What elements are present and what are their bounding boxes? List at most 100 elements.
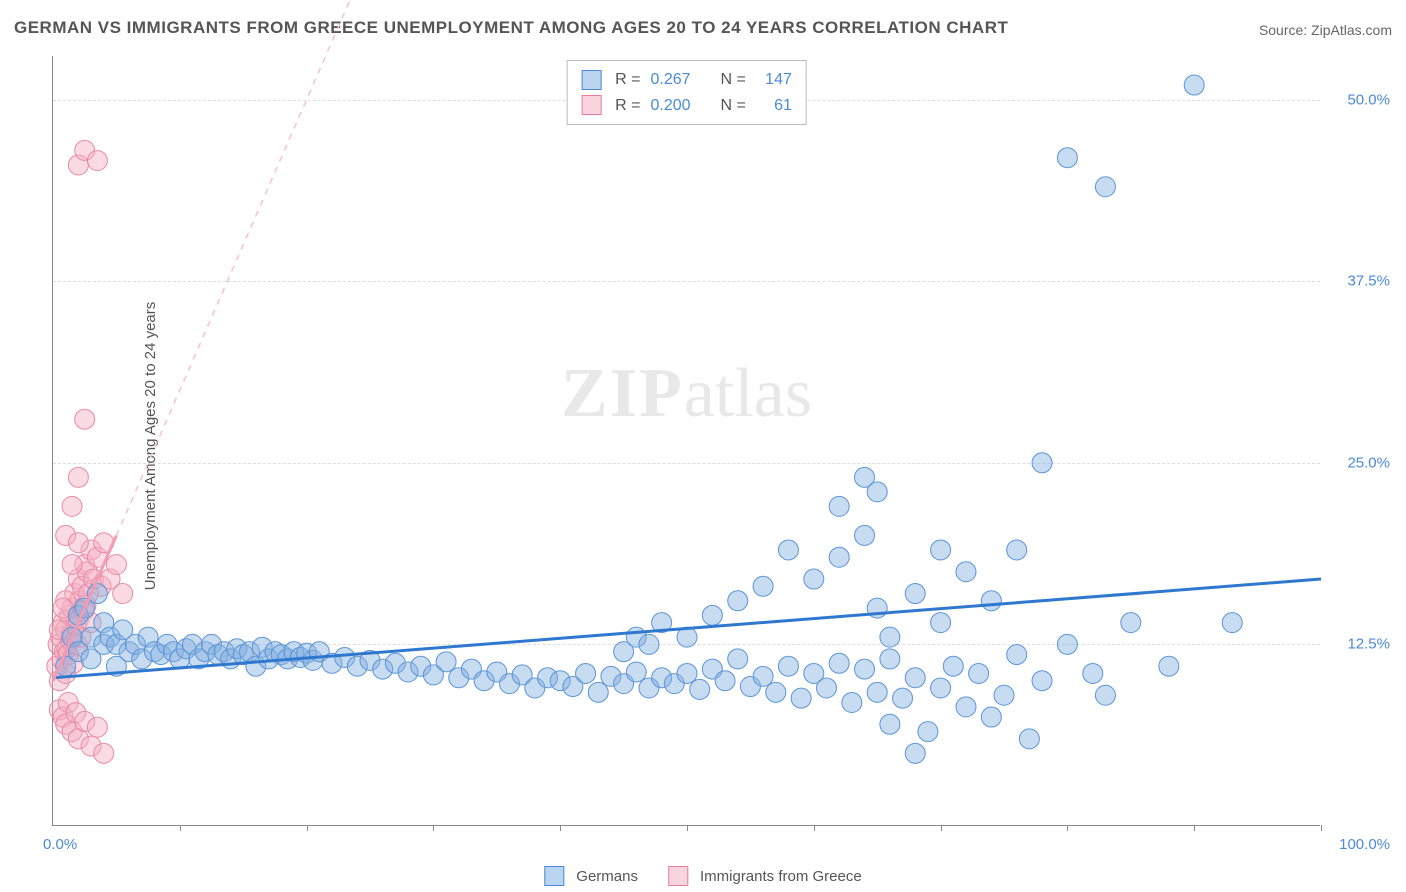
data-point [778,656,798,676]
regression-line [116,0,382,535]
data-point [829,547,849,567]
data-point [893,688,913,708]
source-link[interactable]: ZipAtlas.com [1311,22,1392,38]
data-point [1007,540,1027,560]
data-point [867,482,887,502]
data-point [981,707,1001,727]
n-label: N = [721,67,746,93]
data-point [626,662,646,682]
data-point [880,714,900,734]
data-point [931,678,951,698]
data-point [1083,663,1103,683]
data-point [829,653,849,673]
legend-label: Immigrants from Greece [700,868,862,885]
legend-item: Germans [544,866,638,886]
data-point [94,743,114,763]
x-tick [433,825,434,831]
n-value: 147 [756,67,792,93]
data-point [62,496,82,516]
legend-label: Germans [576,868,638,885]
chart-svg [53,56,1320,825]
data-point [728,591,748,611]
data-point [842,693,862,713]
data-point [829,496,849,516]
legend-swatch [581,95,601,115]
x-tick [560,825,561,831]
data-point [880,627,900,647]
data-point [918,722,938,742]
data-point [1032,671,1052,691]
data-point [1184,75,1204,95]
data-point [1095,177,1115,197]
data-point [855,525,875,545]
data-point [766,682,786,702]
x-tick [1321,825,1322,831]
data-point [905,668,925,688]
y-tick-label: 37.5% [1347,273,1390,290]
data-point [791,688,811,708]
x-tick [180,825,181,831]
x-tick [307,825,308,831]
data-point [1057,148,1077,168]
data-point [715,671,735,691]
stats-legend: R = 0.267 N = 147R = 0.200 N = 61 [566,60,807,125]
plot-area: ZIPatlas 12.5%25.0%37.5%50.0% 0.0% 100.0… [52,56,1320,826]
data-point [753,666,773,686]
data-point [880,649,900,669]
x-tick [1067,825,1068,831]
data-point [576,663,596,683]
x-tick [1194,825,1195,831]
data-point [981,591,1001,611]
data-point [75,409,95,429]
data-point [68,533,88,553]
data-point [106,554,126,574]
series-legend: Germans Immigrants from Greece [544,866,861,886]
chart-title: GERMAN VS IMMIGRANTS FROM GREECE UNEMPLO… [14,18,1008,38]
data-point [1019,729,1039,749]
data-point [728,649,748,669]
data-point [956,697,976,717]
data-point [690,679,710,699]
data-point [778,540,798,560]
n-value: 61 [756,93,792,119]
data-point [87,151,107,171]
source-attribution: Source: ZipAtlas.com [1259,22,1392,38]
data-point [931,613,951,633]
y-tick-label: 50.0% [1347,91,1390,108]
data-point [677,663,697,683]
r-label: R = [615,67,640,93]
r-label: R = [615,93,640,119]
r-value: 0.267 [650,67,690,93]
data-point [855,659,875,679]
y-tick-label: 25.0% [1347,454,1390,471]
data-point [969,663,989,683]
data-point [68,467,88,487]
data-point [639,634,659,654]
data-point [1222,613,1242,633]
data-point [1007,645,1027,665]
stats-legend-row: R = 0.267 N = 147 [581,67,792,93]
data-point [1095,685,1115,705]
data-point [62,554,82,574]
data-point [905,584,925,604]
data-point [905,743,925,763]
data-point [87,717,107,737]
legend-swatch [581,70,601,90]
stats-legend-row: R =0.200N =61 [581,93,792,119]
data-point [1057,634,1077,654]
legend-item: Immigrants from Greece [668,866,862,886]
data-point [113,584,133,604]
data-point [753,576,773,596]
data-point [1121,613,1141,633]
x-tick [941,825,942,831]
x-tick [814,825,815,831]
data-point [943,656,963,676]
x-axis-label-min: 0.0% [43,836,77,853]
data-point [1032,453,1052,473]
data-point [1159,656,1179,676]
y-tick-label: 12.5% [1347,636,1390,653]
data-point [994,685,1014,705]
r-value: 0.200 [650,93,690,119]
x-axis-label-max: 100.0% [1339,836,1390,853]
data-point [804,569,824,589]
